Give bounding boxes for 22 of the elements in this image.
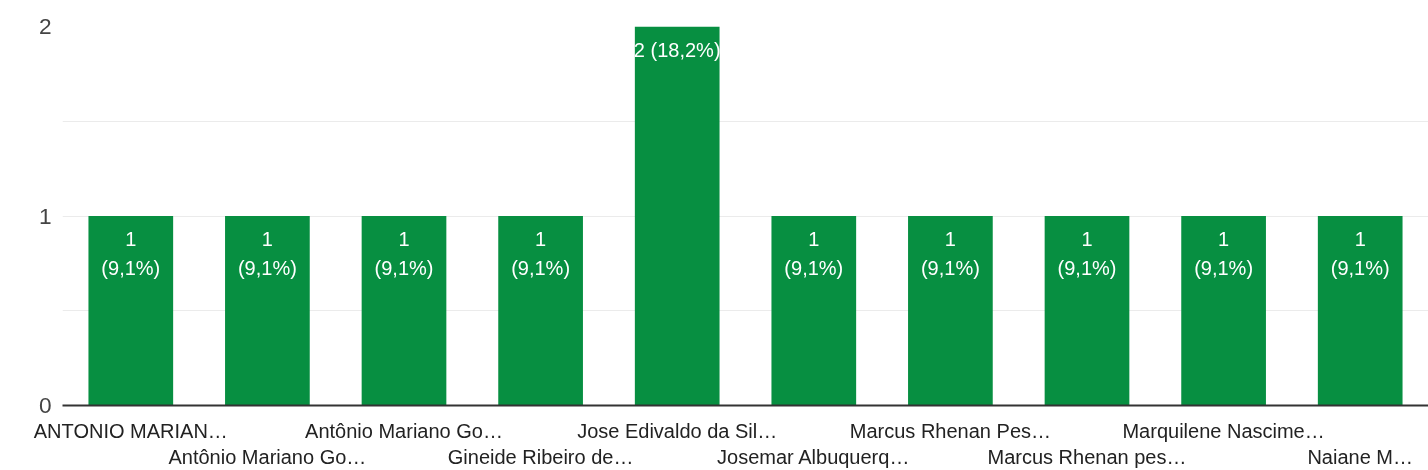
x-tick-label: Jose Edivaldo da Sil… (577, 419, 778, 442)
x-tick-label: ANTONIO MARIAN… (33, 419, 228, 442)
y-tick-label: 1 (38, 202, 52, 229)
x-tick-label: Marquilene Nascime… (1122, 419, 1325, 442)
data-label: 1 (9,1%) (1194, 228, 1254, 279)
data-label: 1 (9,1%) (101, 228, 161, 279)
x-tick-label: Marcus Rhenan Pes… (849, 419, 1051, 442)
x-tick-label: Marcus Rhenan pes… (987, 445, 1187, 468)
data-label: 1 (9,1%) (511, 228, 571, 279)
y-tick-label: 2 (38, 13, 52, 39)
x-tick-label: Naiane M… (1307, 445, 1414, 468)
y-tick-label: 0 (38, 392, 52, 418)
x-tick-label: Antônio Mariano Go… (305, 419, 503, 442)
data-label: 1 (9,1%) (1057, 228, 1117, 279)
x-tick-label: Gineide Ribeiro de… (447, 445, 634, 468)
data-label: 1 (9,1%) (1330, 228, 1390, 279)
x-tick-label: Josemar Albuquerq… (717, 445, 910, 468)
x-tick-label: Antônio Mariano Go… (168, 445, 367, 468)
data-label: 1 (9,1%) (784, 228, 844, 279)
data-label: 1 (9,1%) (237, 228, 297, 279)
data-label: 1 (9,1%) (920, 228, 980, 279)
data-label: 1 (9,1%) (374, 228, 434, 279)
